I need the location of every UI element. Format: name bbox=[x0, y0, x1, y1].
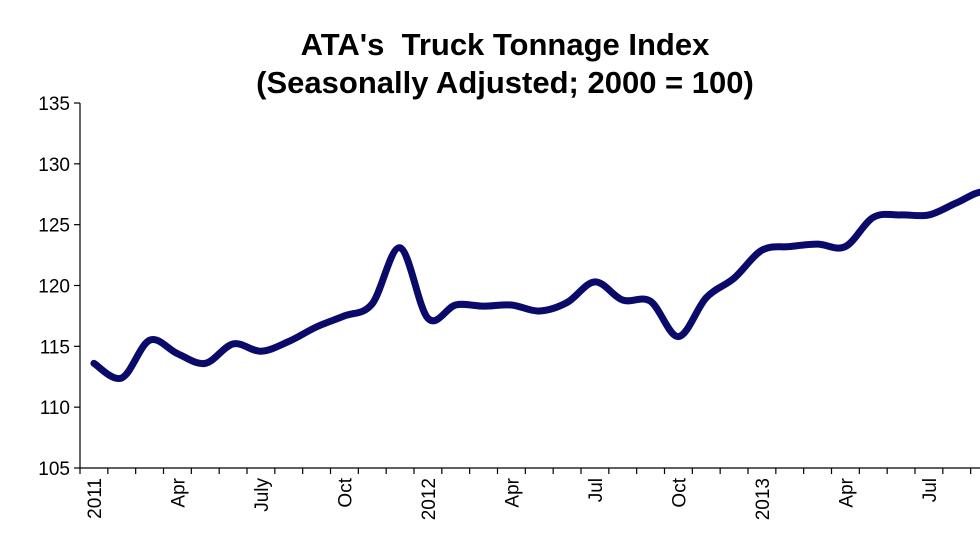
data-point bbox=[703, 294, 710, 301]
data-point bbox=[786, 243, 793, 250]
data-point bbox=[842, 243, 849, 250]
x-axis: 2011AprJulyOct2012AprJulOct2013AprJulOct bbox=[79, 467, 980, 520]
y-tick-label: 105 bbox=[38, 459, 70, 480]
data-point bbox=[174, 350, 181, 357]
data-point bbox=[536, 308, 543, 315]
data-point bbox=[480, 303, 487, 310]
chart-title-line-1: ATA's Truck Tonnage Index bbox=[300, 27, 710, 62]
x-tick-label: Jul bbox=[586, 478, 607, 502]
data-point bbox=[424, 315, 431, 322]
chart-title: ATA's Truck Tonnage Index (Seasonally Ad… bbox=[160, 26, 850, 102]
data-point bbox=[146, 337, 153, 344]
x-tick-label: Jul bbox=[920, 478, 941, 502]
data-point bbox=[731, 275, 738, 282]
x-tick-label: Apr bbox=[502, 477, 523, 507]
x-tick-label: 2013 bbox=[753, 478, 774, 520]
data-point bbox=[508, 301, 515, 308]
chart-subtitle: (Seasonally Adjusted; 2000 = 100) bbox=[256, 65, 754, 100]
y-tick-label: 125 bbox=[38, 216, 70, 237]
series-line bbox=[90, 188, 980, 383]
x-tick-label: Oct bbox=[335, 477, 356, 507]
x-tick-label: July bbox=[252, 478, 273, 512]
data-point bbox=[675, 333, 682, 340]
data-point bbox=[898, 211, 905, 218]
x-tick-label: Oct bbox=[669, 477, 690, 507]
series-group bbox=[90, 188, 980, 383]
x-tick-label: Apr bbox=[168, 477, 189, 507]
data-point bbox=[619, 297, 626, 304]
data-point bbox=[870, 214, 877, 221]
y-tick-label: 115 bbox=[40, 337, 70, 358]
data-point bbox=[953, 199, 960, 206]
x-tick-label: Apr bbox=[836, 477, 857, 507]
data-point bbox=[257, 348, 264, 355]
data-point bbox=[564, 299, 571, 306]
data-point bbox=[758, 247, 765, 254]
data-point bbox=[90, 360, 97, 367]
data-point bbox=[397, 244, 404, 251]
data-point bbox=[925, 211, 932, 218]
x-tick-label: 2011 bbox=[85, 478, 106, 519]
y-tick-label: 135 bbox=[38, 94, 70, 115]
data-point bbox=[814, 241, 821, 248]
y-tick-label: 130 bbox=[38, 155, 70, 176]
data-point bbox=[230, 340, 237, 347]
y-tick-label: 120 bbox=[38, 277, 70, 298]
data-point bbox=[341, 312, 348, 319]
data-point bbox=[591, 278, 598, 285]
y-axis: 105 110 115 120 125 130 135 bbox=[38, 94, 81, 480]
data-point bbox=[313, 323, 320, 330]
data-point bbox=[452, 301, 459, 308]
data-point bbox=[285, 338, 292, 345]
data-point bbox=[118, 374, 125, 381]
x-tick-label: 2012 bbox=[419, 478, 440, 520]
data-point bbox=[369, 300, 376, 307]
data-point bbox=[202, 360, 209, 367]
y-tick-label: 110 bbox=[40, 398, 70, 419]
data-point bbox=[647, 298, 654, 305]
